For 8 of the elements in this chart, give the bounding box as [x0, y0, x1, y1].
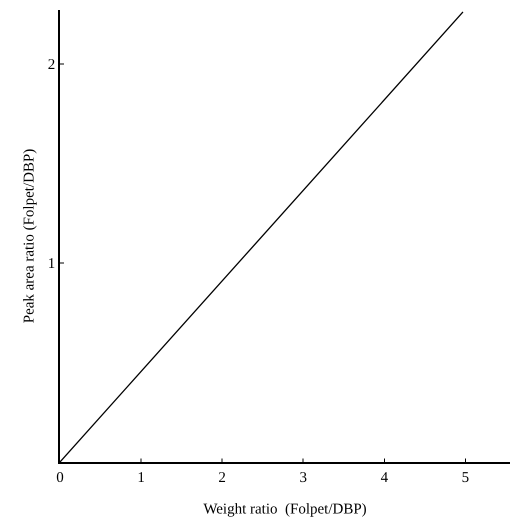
x-axis-title: Weight ratio (Folpet/DBP) [203, 501, 367, 518]
y-axis-title: Peak area ratio (Folpet/DBP) [22, 148, 38, 324]
x-tick-label: 1 [137, 470, 145, 486]
x-tick-label: 0 [56, 470, 64, 486]
x-tick-label: 3 [299, 470, 307, 486]
x-tick-label: 5 [462, 470, 470, 486]
x-tick-label: 4 [380, 470, 389, 486]
x-tick-label: 2 [218, 470, 226, 486]
